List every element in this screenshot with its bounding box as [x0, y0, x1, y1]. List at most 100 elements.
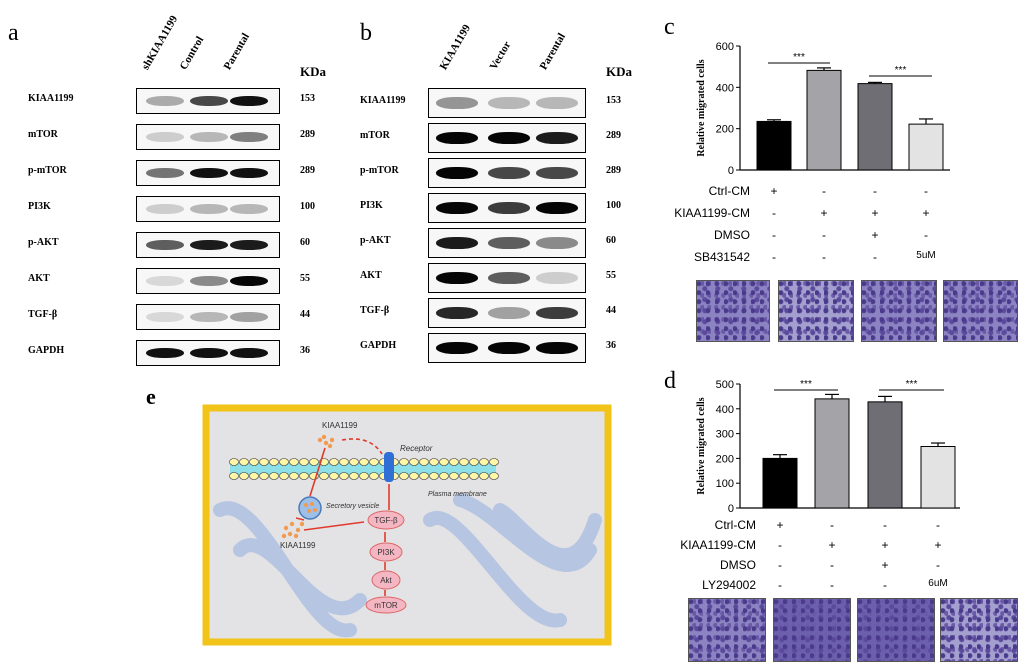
panel_a-band [190, 311, 228, 323]
panel_c-treatment-name: Ctrl-CM [708, 184, 750, 198]
significance-label: *** [800, 379, 812, 390]
lipid-head [429, 458, 439, 466]
lipid-head [329, 458, 339, 466]
y-tick-label: 400 [716, 82, 734, 94]
lipid-head [249, 472, 259, 480]
lipid-head [279, 472, 289, 480]
panel_d-treatment-name: LY294002 [702, 578, 756, 592]
lipid-head [409, 458, 419, 466]
panel_c-treatment-cell: + [871, 228, 879, 242]
panel_a-band [146, 311, 184, 323]
lipid-head [429, 472, 439, 480]
panel_b-band [436, 271, 478, 285]
panel_a-band [146, 95, 184, 107]
plasma-membrane [229, 458, 499, 480]
panel_b-mw-label: 60 [606, 235, 616, 246]
panel-c-micrograph-2 [778, 280, 854, 342]
panel_d-treatment-name: DMSO [720, 558, 756, 572]
panel_a-blot-strip [136, 232, 280, 258]
panel_b-blot-strip [428, 88, 586, 118]
panel_b-band [488, 306, 530, 320]
panel_d-treatment-cell: - [778, 558, 782, 572]
panel_d-treatment-cell: - [778, 538, 782, 552]
panel-e-schematic: KIAA1199 Receptor Plasma membrane Secret… [202, 404, 612, 646]
top-protein-text: KIAA1199 [322, 421, 358, 430]
lipid-head [409, 472, 419, 480]
lipid-head [399, 458, 409, 466]
panel_b-band [488, 271, 530, 285]
panel_c-treatment-cell: + [922, 206, 930, 220]
panel_c-treatment-name: SB431542 [693, 250, 750, 264]
panel_b-mw-label: 36 [606, 340, 616, 351]
panel-c-bar-chart: 0 200 400 600 Relative migrated cells *** *** [696, 41, 950, 177]
lipid-head [319, 472, 329, 480]
panel_b-band [436, 166, 478, 180]
panel_b-band [536, 306, 578, 320]
panel_a-band [190, 347, 228, 359]
panel-d-micrograph-2 [773, 598, 851, 662]
panel_a-band [230, 95, 268, 107]
lipid-head [469, 458, 479, 466]
panel_d-treatment-cell: - [830, 558, 834, 572]
panel-d-label: d [664, 368, 676, 394]
pathway-node-4: mTOR [374, 601, 398, 610]
panel_d-treatment-cell: - [883, 578, 887, 592]
panel-b-label: b [360, 20, 372, 46]
lipid-head [269, 472, 279, 480]
panel_b-band [436, 306, 478, 320]
panel-d-micrograph-1 [688, 598, 766, 662]
panel_c-treatment-cell: + [820, 206, 828, 220]
panel_a-mw-label: 44 [300, 309, 310, 320]
panel_a-protein-label: p-mTOR [28, 165, 67, 176]
panel_a-band [146, 347, 184, 359]
lipid-head [279, 458, 289, 466]
panel-d-micrograph-4 [940, 598, 1018, 662]
significance-label: *** [793, 52, 805, 63]
bar [920, 445, 956, 509]
panel_c-treatment-cell: - [772, 250, 776, 264]
panel_a-lane-label: Parental [221, 31, 253, 72]
pathway-node-1: TGF-β [374, 516, 398, 525]
panel_b-band [536, 341, 578, 355]
panel_a-band [230, 239, 268, 251]
panel_a-mw-label: 289 [300, 165, 315, 176]
panel_a-mw-label: 100 [300, 201, 315, 212]
lipid-head [349, 472, 359, 480]
lipid-head [359, 458, 369, 466]
pathway-node-3: Akt [380, 576, 392, 585]
panel_a-band [230, 203, 268, 215]
panel_b-band [488, 96, 530, 110]
panel-c-label: c [664, 14, 675, 40]
lipid-head [239, 458, 249, 466]
panel_c-treatment-cell: + [770, 184, 778, 198]
secretory-vesicle-icon [298, 496, 322, 520]
lipid-head [309, 458, 319, 466]
panel_a-band [190, 203, 228, 215]
panel_a-band [230, 167, 268, 179]
lipid-head [369, 458, 379, 466]
lipid-head [329, 472, 339, 480]
pathway-nodes [365, 510, 407, 614]
panel_d-treatment-cell: - [883, 518, 887, 532]
y-tick-label: 500 [716, 379, 734, 391]
lipid-head [289, 472, 299, 480]
panel_a-band [230, 131, 268, 143]
lipid-head [369, 472, 379, 480]
panel_a-band [146, 203, 184, 215]
panel_b-protein-label: KIAA1199 [360, 95, 406, 106]
y-axis-label: Relative migrated cells [696, 397, 707, 494]
y-axis-label: Relative migrated cells [696, 59, 707, 156]
panel_c-treatment-cell: - [924, 228, 928, 242]
y-tick-label: 300 [716, 429, 734, 441]
panel-d-micrograph-3 [857, 598, 935, 662]
panel_c-treatment-cell: - [822, 184, 826, 198]
panel_b-mw-label: 44 [606, 305, 616, 316]
panel_b-band [436, 341, 478, 355]
panel_b-lane-label: Parental [537, 31, 569, 72]
panel_b-protein-label: PI3K [360, 200, 383, 211]
panel_a-blot-strip [136, 268, 280, 294]
panel_b-protein-label: AKT [360, 270, 382, 281]
panel_b-mw-label: 153 [606, 95, 621, 106]
panel_d-treatment-cell: + [776, 518, 784, 532]
panel_b-lane-label: KIAA1199 [437, 22, 474, 72]
